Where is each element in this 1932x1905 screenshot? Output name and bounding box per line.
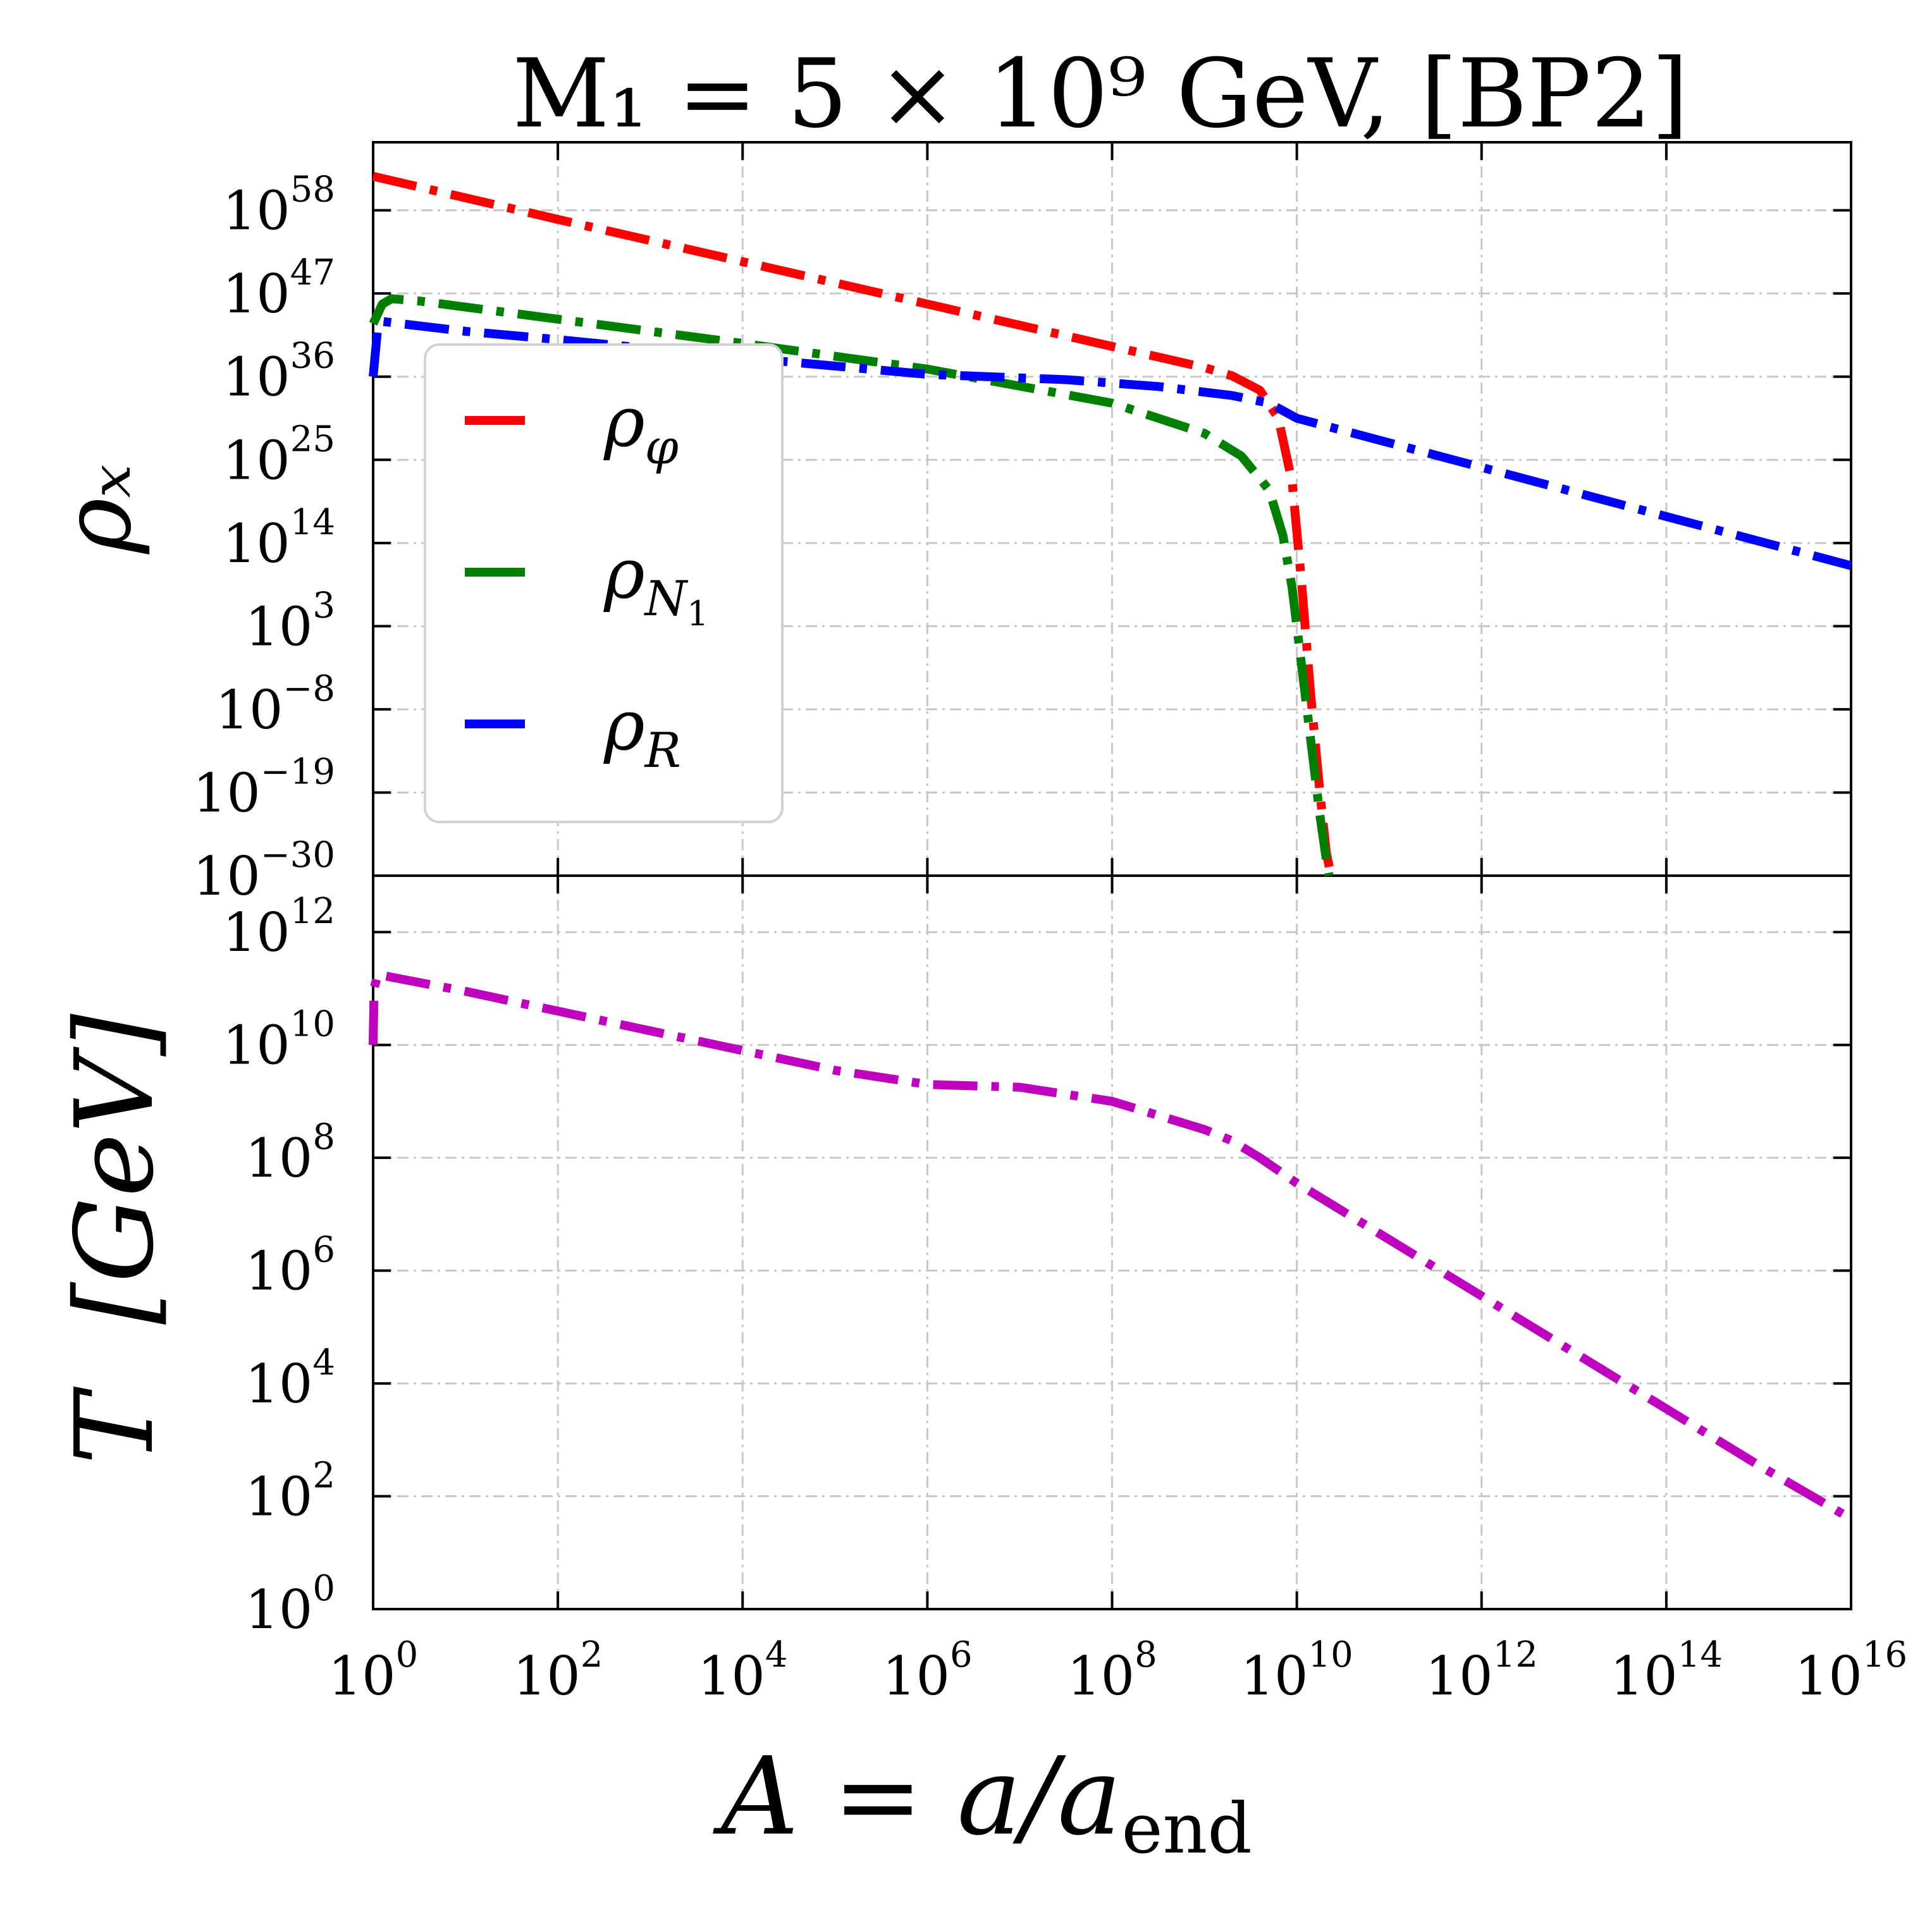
x-tick-label: 1014	[1610, 1634, 1723, 1707]
top-y-tick-label: 1047	[223, 252, 335, 325]
top-ylabel: ρₓ	[42, 464, 152, 554]
top-series--n1	[369, 294, 1334, 877]
bottom-series-t	[369, 970, 1854, 1523]
legend-box	[424, 343, 784, 823]
xlabel: A = a/aend	[713, 1734, 1252, 1869]
top-y-tick-label: 10−19	[193, 751, 335, 824]
xlabel-main: A = a/a	[713, 1734, 1121, 1859]
bottom-y-tick-label: 1010	[223, 1004, 335, 1077]
tick-label-layer: 100 102 104 106 108 1010 1012 1014 1016 1058 1047 1…	[193, 169, 1907, 1707]
x-tick-label: 1012	[1425, 1634, 1538, 1707]
bottom-y-tick-label: 1012	[223, 891, 335, 964]
top-y-tick-label: 1058	[223, 169, 335, 242]
legend-label: ρN1	[603, 533, 709, 634]
x-tick-label: 108	[1067, 1634, 1157, 1707]
bottom-y-tick-label: 108	[245, 1117, 335, 1189]
legend: ρφ ρN1 ρR	[424, 343, 784, 823]
legend-label: ρφ	[603, 381, 679, 475]
bottom-y-tick-label: 104	[245, 1342, 335, 1415]
top-ylabel-main: ρₓ	[42, 464, 152, 554]
top-y-tick-label: 1036	[223, 336, 335, 408]
tick-layer	[372, 142, 1852, 1610]
bottom-ylabel-text: T [GeV]	[52, 1014, 178, 1465]
x-tick-label: 106	[882, 1634, 973, 1707]
top-y-tick-label: 10−30	[193, 835, 335, 907]
x-tick-label: 1016	[1795, 1634, 1907, 1707]
bottom-y-tick-label: 106	[245, 1230, 335, 1302]
x-tick-label: 1010	[1241, 1634, 1353, 1707]
bottom-y-tick-label: 100	[245, 1568, 335, 1641]
top-ylabel-text: ρₓ	[42, 464, 152, 554]
chart-title: M₁ = 5 × 10⁹ GeV, [BP2]	[512, 39, 1689, 149]
xlabel-sub: end	[1121, 1788, 1252, 1869]
x-tick-label: 100	[328, 1634, 419, 1707]
bottom-y-tick-label: 102	[245, 1455, 335, 1528]
top-y-tick-label: 1025	[223, 419, 335, 491]
top-y-tick-label: 1014	[223, 502, 335, 575]
top-series--r	[369, 317, 1852, 570]
series-layer	[369, 171, 1854, 1523]
legend-label: ρR	[603, 685, 681, 778]
bottom-ylabel: T [GeV]	[52, 1014, 178, 1465]
top-y-tick-label: 10−8	[216, 668, 335, 741]
x-tick-label: 102	[513, 1634, 603, 1707]
x-tick-label: 104	[698, 1634, 788, 1707]
top-y-tick-label: 103	[245, 585, 335, 658]
